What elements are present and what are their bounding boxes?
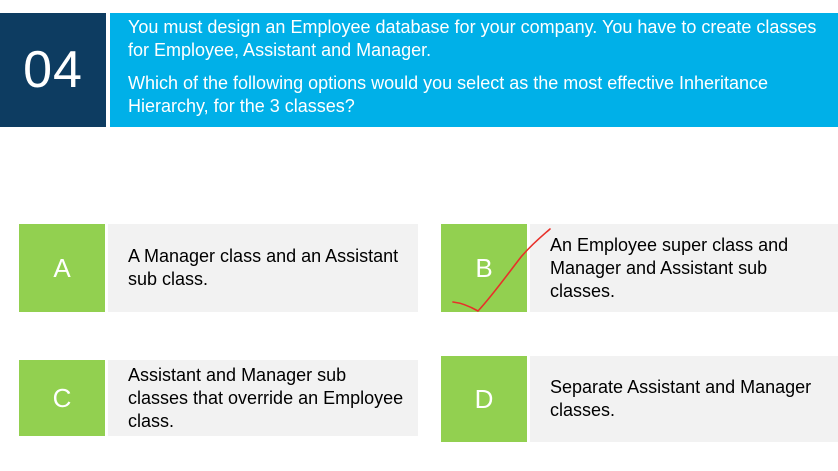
question-scenario: You must design an Employee database for…	[128, 17, 817, 60]
option-b[interactable]: B An Employee super class and Manager an…	[441, 224, 838, 312]
option-d-letter: D	[441, 356, 527, 442]
question-text-box: You must design an Employee database for…	[110, 13, 838, 127]
option-c-text: Assistant and Manager sub classes that o…	[128, 364, 404, 431]
option-d-text: Separate Assistant and Manager classes.	[550, 377, 812, 420]
question-number: 04	[0, 13, 106, 127]
option-b-text: An Employee super class and Manager and …	[550, 234, 789, 301]
option-c[interactable]: C Assistant and Manager sub classes that…	[19, 360, 418, 436]
option-b-letter: B	[441, 224, 527, 312]
question-prompt: Which of the following options would you…	[128, 73, 769, 116]
option-a-text: A Manager class and an Assistant sub cla…	[128, 246, 399, 289]
option-a[interactable]: A A Manager class and an Assistant sub c…	[19, 224, 418, 312]
option-c-text-box: Assistant and Manager sub classes that o…	[108, 360, 418, 436]
option-c-letter: C	[19, 360, 105, 436]
option-a-text-box: A Manager class and an Assistant sub cla…	[108, 224, 418, 312]
option-d[interactable]: D Separate Assistant and Manager classes…	[441, 356, 838, 442]
option-d-text-box: Separate Assistant and Manager classes.	[530, 356, 838, 442]
option-a-letter: A	[19, 224, 105, 312]
option-b-text-box: An Employee super class and Manager and …	[530, 224, 838, 312]
